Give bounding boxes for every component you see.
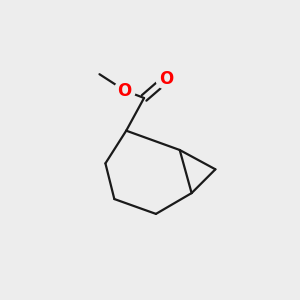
- Text: O: O: [159, 70, 173, 88]
- Circle shape: [156, 68, 177, 89]
- Text: O: O: [118, 82, 132, 100]
- Circle shape: [114, 80, 135, 101]
